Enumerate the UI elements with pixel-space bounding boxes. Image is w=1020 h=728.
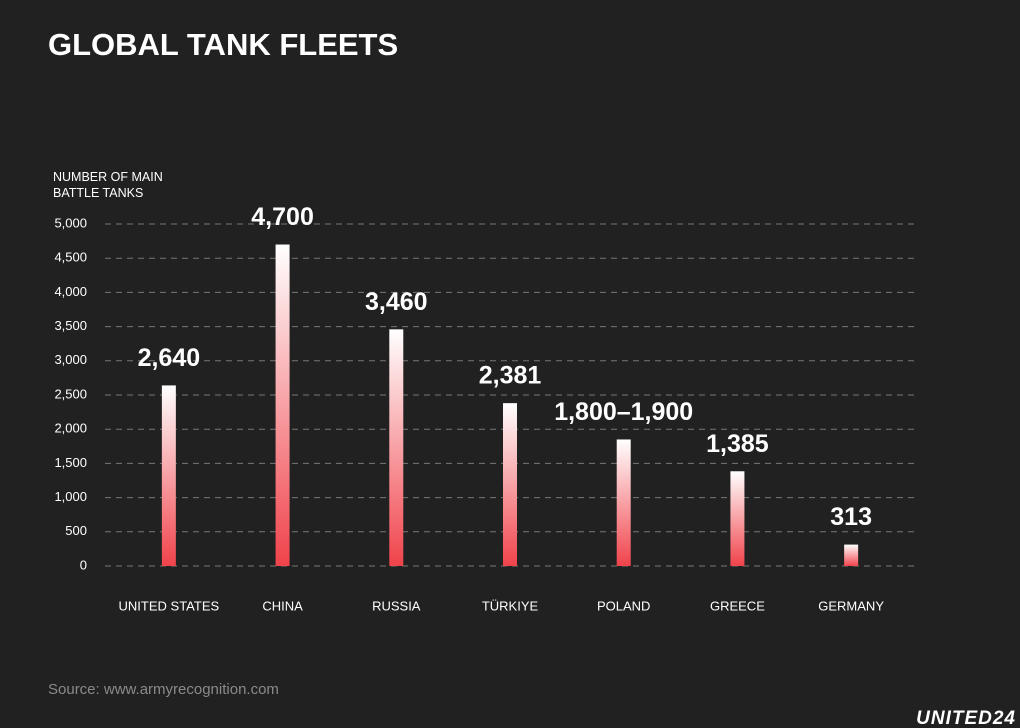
bar [503,403,517,566]
value-label: 1,385 [706,430,769,458]
value-label: 2,640 [138,344,201,372]
value-label: 2,381 [479,362,542,390]
bar [275,244,290,566]
y-tick-label: 2,500 [54,386,87,401]
value-label: 4,700 [251,203,314,231]
y-axis-label: NUMBER OF MAIN BATTLE TANKS [53,170,163,200]
bar [844,544,859,566]
bar [389,329,404,566]
value-label: 3,460 [365,288,428,316]
value-label: 313 [830,503,872,531]
x-tick-label: CHINA [262,598,303,613]
x-tick-label: POLAND [597,598,650,613]
bar [730,471,745,566]
y-tick-label: 5,000 [54,215,87,230]
chart-title: GLOBAL TANK FLEETS [48,27,398,62]
y-tick-label: 500 [65,523,87,538]
y-tick-label: 3,000 [54,352,87,367]
y-tick-label: 1,000 [54,489,87,504]
x-tick-label: GREECE [710,598,765,613]
y-tick-label: 4,000 [54,284,87,299]
y-tick-label: 4,500 [54,250,87,265]
x-tick-label: GERMANY [818,598,884,613]
x-tick-label: TÜRKIYE [482,598,539,613]
y-tick-label: 3,500 [54,318,87,333]
x-tick-label: UNITED STATES [119,598,220,613]
source: Source: www.armyrecognition.com [48,681,279,698]
brand-logo: UNITED24 [916,708,1016,728]
bar [161,385,176,566]
value-label: 1,800–1,900 [554,398,693,426]
x-tick-label: RUSSIA [372,598,421,613]
y-tick-label: 1,500 [54,455,87,470]
y-tick-label: 0 [80,557,87,572]
bar [616,439,631,566]
y-tick-label: 2,000 [54,421,87,436]
